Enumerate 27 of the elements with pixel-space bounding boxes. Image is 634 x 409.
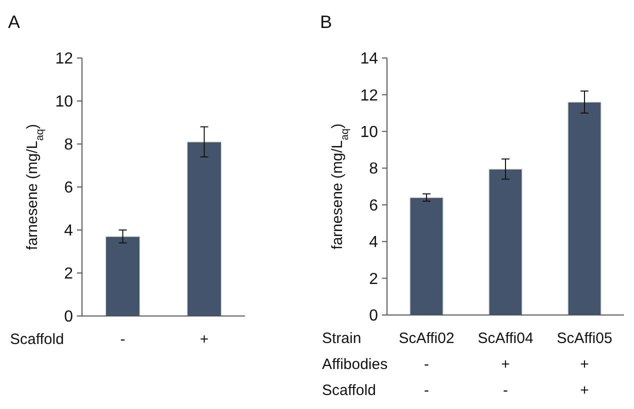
chart-title: A: [8, 12, 20, 32]
y-tick-label: 2: [369, 270, 378, 288]
y-tick-label: 8: [64, 136, 74, 154]
y-tick-label: 0: [369, 308, 378, 325]
y-tick-label: 14: [360, 50, 378, 68]
x-tick-label: +: [200, 331, 209, 348]
x-tick-label: ScAffi04 + -: [478, 330, 534, 399]
y-tick-label: 12: [360, 87, 378, 104]
chart-title: B: [320, 12, 332, 32]
y-tick-label: 2: [64, 266, 74, 283]
y-tick-label: 8: [369, 160, 378, 178]
y-tick-label: 6: [369, 197, 378, 214]
x-tick-label: ScAffi05 + +: [556, 330, 612, 399]
bar: [488, 168, 522, 316]
x-axis-title: Scaffold: [10, 331, 64, 348]
y-tick-label: 4: [369, 234, 378, 252]
y-tick-label: 6: [64, 180, 74, 197]
x-tick-label: -: [120, 331, 126, 348]
y-tick-label: 10: [360, 124, 378, 142]
y-tick-label: 4: [64, 222, 74, 240]
y-tick-label: 10: [55, 94, 74, 111]
x-tick-label: ScAffi02 - -: [398, 330, 454, 399]
bar: [410, 197, 444, 316]
y-tick-label: 0: [64, 308, 74, 326]
x-axis-title: Strain Affibodies Scaffold: [322, 330, 388, 399]
y-tick-label: 12: [55, 50, 74, 68]
bar: [568, 102, 602, 316]
